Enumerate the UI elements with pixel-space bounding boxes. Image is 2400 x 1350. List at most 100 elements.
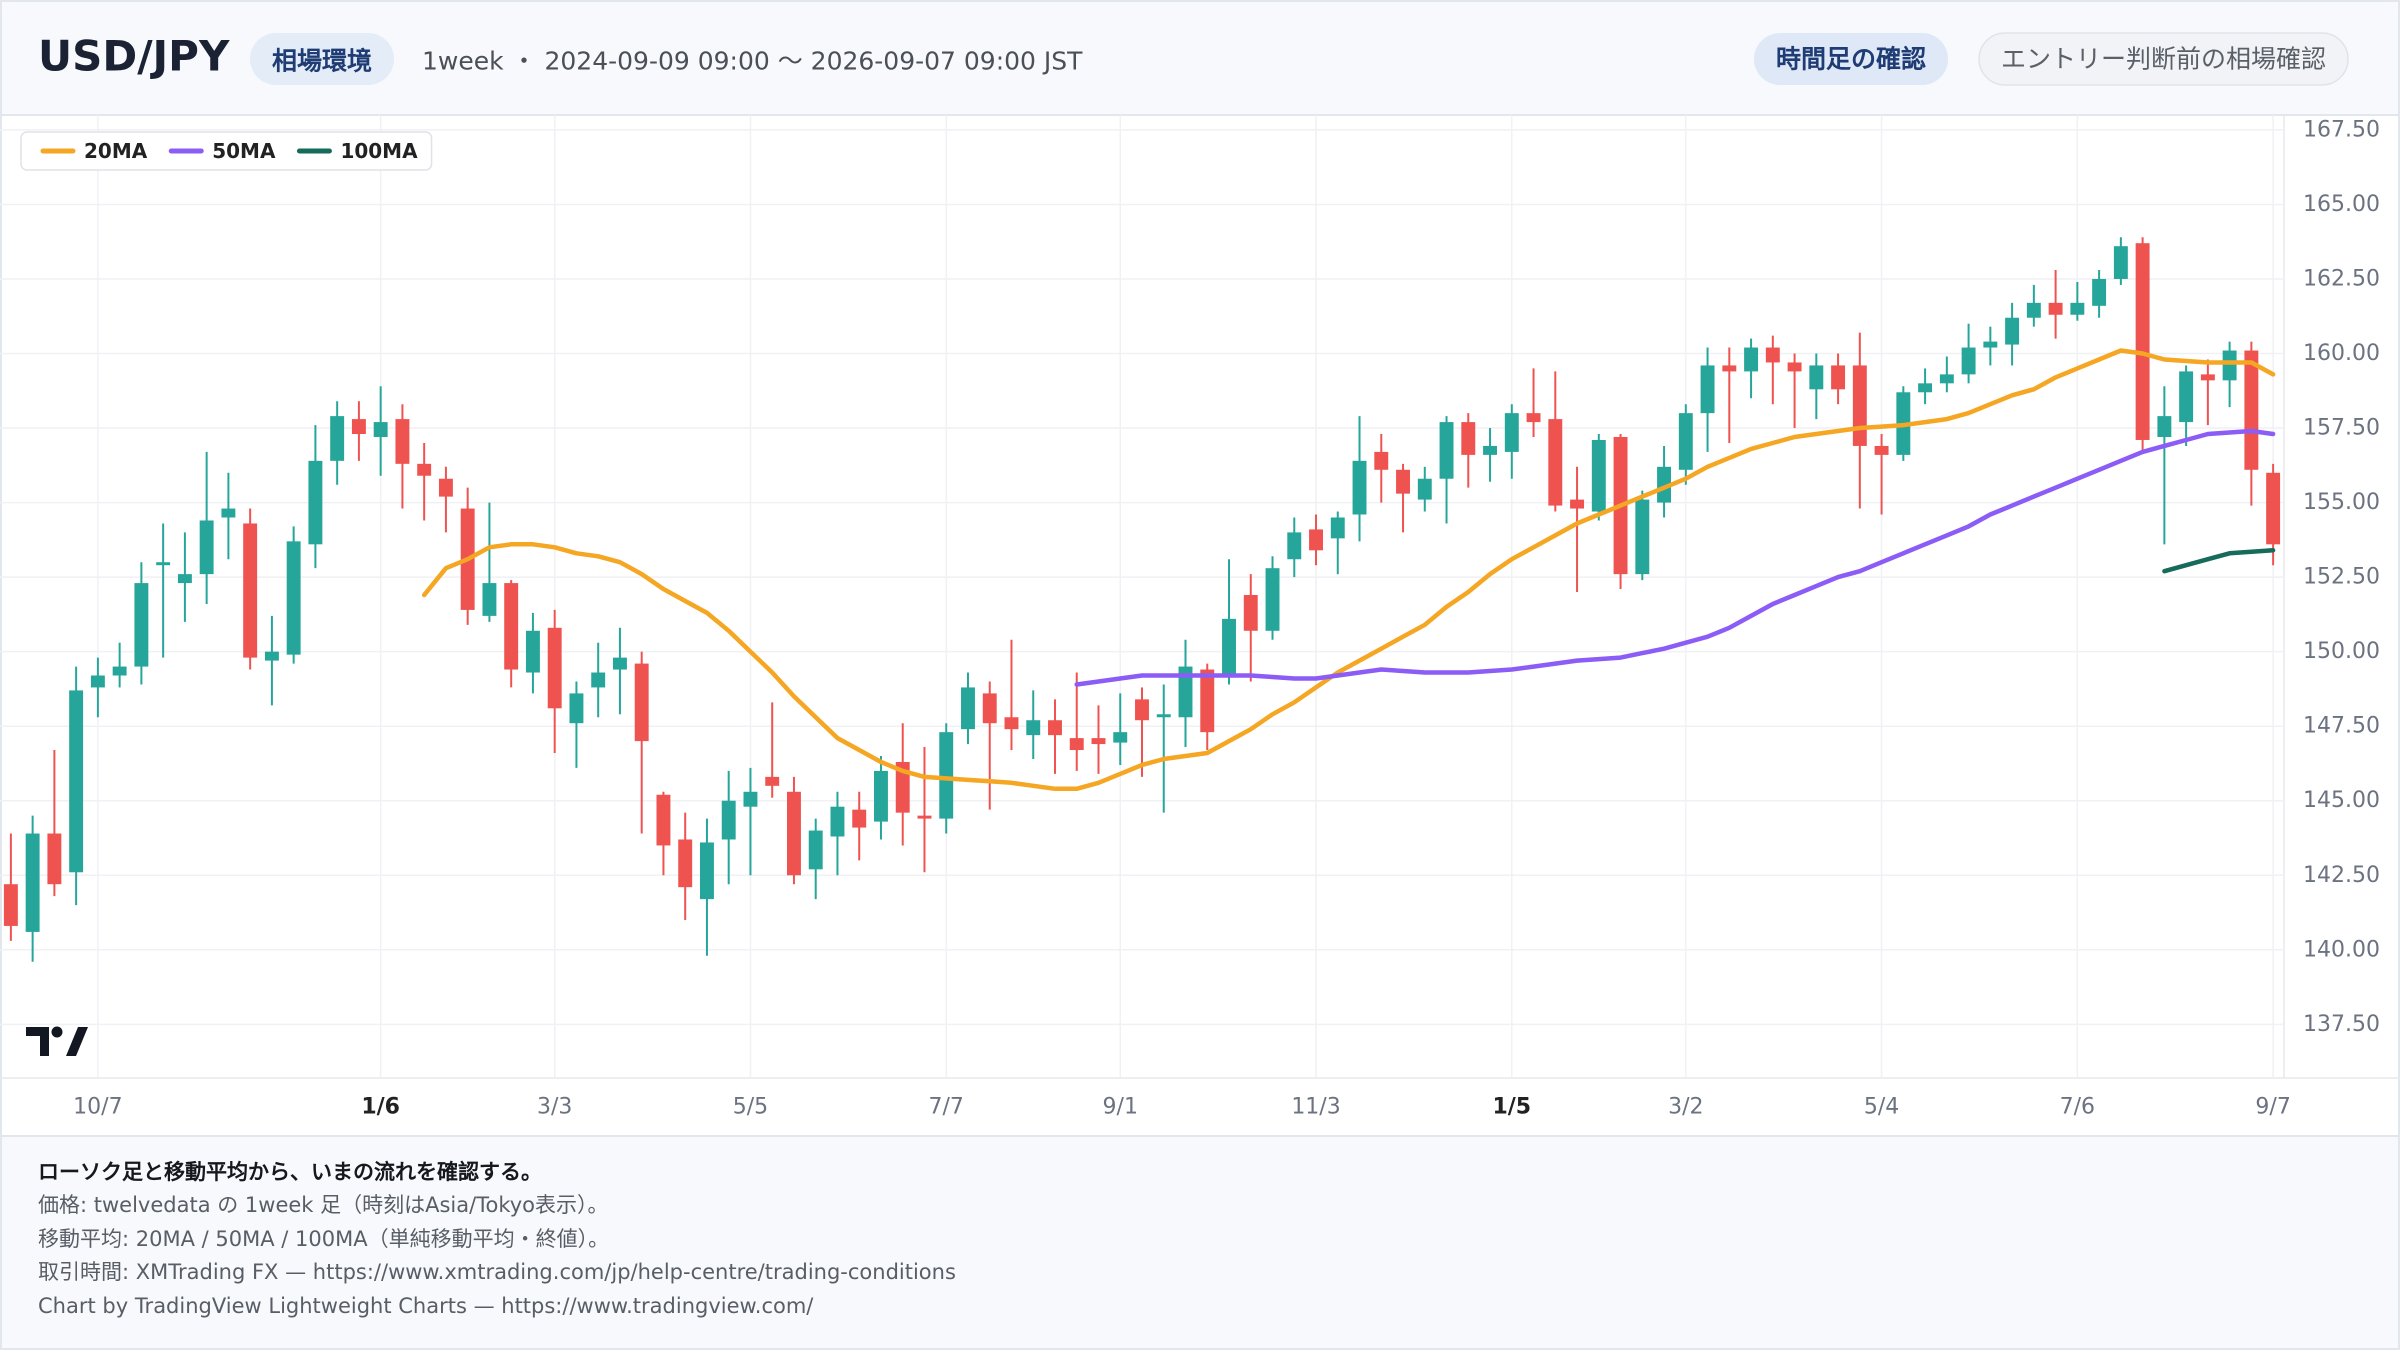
candle-body	[504, 583, 519, 670]
y-tick-label: 155.00	[2303, 490, 2380, 515]
x-tick-label: 7/6	[2060, 1095, 2095, 1120]
candle-body	[2048, 302, 2063, 315]
candle-body	[1657, 466, 1672, 503]
candle-body	[2200, 374, 2215, 381]
candle-body	[1069, 738, 1084, 751]
candle-body	[199, 520, 214, 575]
candle-body	[351, 419, 366, 435]
x-tick-label: 1/5	[1492, 1095, 1531, 1120]
candle-body	[1178, 666, 1193, 718]
candle-body	[1200, 669, 1215, 733]
candle-body	[395, 419, 410, 464]
y-tick-label: 165.00	[2303, 192, 2380, 217]
ma-line	[1074, 428, 2276, 687]
candle-body	[1222, 618, 1236, 676]
candle-body	[112, 666, 127, 676]
candle-body	[1961, 347, 1976, 375]
candle-body	[308, 460, 323, 545]
candle-body	[1113, 732, 1128, 743]
candle-body	[787, 791, 801, 876]
candle-body	[1635, 499, 1650, 575]
candle-body	[2222, 350, 2237, 381]
y-tick-label: 157.50	[2303, 416, 2380, 441]
y-tick-label: 160.00	[2303, 341, 2380, 366]
x-tick-label: 1/6	[361, 1095, 400, 1120]
candle-body	[939, 732, 954, 819]
symbol: USD/JPY	[38, 32, 230, 81]
candle-body	[1156, 714, 1171, 718]
candle-body	[1091, 738, 1106, 745]
candle-body	[330, 416, 345, 461]
footer-line: ローソク足と移動平均から、いまの流れを確認する。	[38, 1160, 542, 1184]
pill[interactable]	[1754, 33, 1949, 85]
candle-body	[1852, 365, 1867, 446]
x-tick-label: 3/2	[1668, 1095, 1703, 1120]
candle-body	[1570, 499, 1585, 509]
x-tick-label: 11/3	[1291, 1095, 1340, 1120]
candle-body	[1504, 413, 1519, 452]
candle-body	[1983, 341, 1998, 348]
candle-body	[1417, 478, 1432, 500]
button-label[interactable]: エントリー判断前の相場確認	[2001, 45, 2326, 74]
candle-body	[1831, 365, 1846, 390]
legend-label: 100MA	[340, 139, 418, 163]
candle-body	[2266, 472, 2281, 545]
candle-body	[678, 839, 693, 888]
candle-body	[830, 806, 845, 837]
candle-body	[1243, 595, 1258, 631]
candle-body	[156, 562, 171, 566]
button-label[interactable]: 時間足の確認	[1776, 45, 1926, 74]
candle-body	[25, 833, 40, 932]
y-tick-label: 167.50	[2303, 117, 2380, 142]
candle-body	[917, 815, 932, 819]
candle-body	[1026, 720, 1041, 736]
candle-body	[961, 687, 975, 730]
candle-body	[765, 776, 780, 786]
candle-body	[1874, 445, 1889, 455]
x-tick-label: 9/7	[2255, 1095, 2290, 1120]
candle-body	[221, 508, 236, 518]
candle-body	[2179, 371, 2194, 423]
candle-body	[3, 884, 18, 926]
ma-line	[421, 348, 2276, 792]
candle-body	[982, 693, 997, 724]
y-tick-label: 152.50	[2303, 565, 2380, 590]
candle-body	[2026, 302, 2041, 318]
candle-body	[1678, 413, 1693, 470]
ma-line	[2162, 548, 2276, 574]
y-tick-label: 137.50	[2303, 1012, 2380, 1037]
candle-body	[634, 663, 649, 742]
candle-body	[1287, 532, 1302, 560]
y-tick-label: 145.00	[2303, 788, 2380, 813]
footer-line: 取引時間: XMTrading FX — https://www.xmtradi…	[38, 1260, 956, 1284]
candle-body	[1787, 362, 1802, 372]
candle-body	[656, 794, 671, 846]
candle-body	[1265, 568, 1280, 631]
candle-body	[895, 761, 910, 813]
candle-body	[547, 627, 562, 709]
x-tick-label: 10/7	[73, 1095, 122, 1120]
candle-body	[1526, 413, 1541, 423]
footer-bg	[0, 1136, 2400, 1350]
tradingview-logo[interactable]	[26, 1027, 88, 1056]
candle-body	[699, 842, 714, 900]
candle-body	[874, 770, 888, 822]
candle-body	[808, 830, 823, 870]
candle-body	[1722, 365, 1737, 372]
chart: 137.50 140.00 142.50 145.00 147.50 150.00 152.…	[0, 115, 2400, 1120]
candle-body	[2092, 278, 2107, 306]
candle-body	[1135, 699, 1149, 721]
footer-line: Chart by TradingView Lightweight Charts …	[38, 1294, 814, 1318]
y-tick-label: 150.00	[2303, 639, 2380, 664]
candle-body	[264, 651, 279, 661]
y-tick-label: 147.50	[2303, 714, 2380, 739]
candle-body	[1374, 451, 1389, 470]
pill[interactable]	[1978, 32, 2349, 86]
candle-body	[1330, 517, 1345, 539]
x-tick-label: 7/7	[929, 1095, 964, 1120]
footer-line: 価格: twelvedata の 1week 足（時刻はAsia/Tokyo表示…	[38, 1193, 609, 1217]
candle-body	[1396, 469, 1410, 494]
